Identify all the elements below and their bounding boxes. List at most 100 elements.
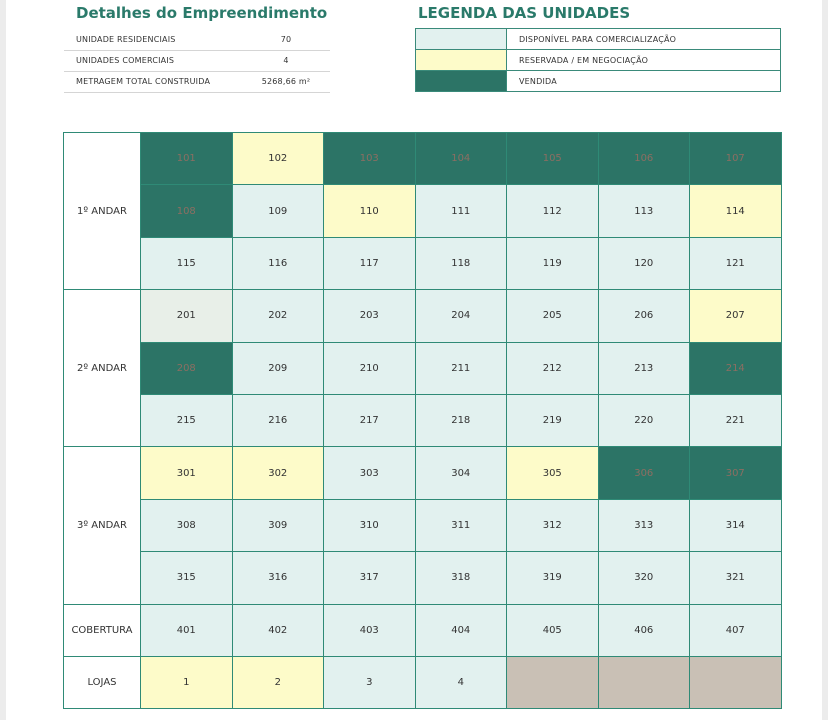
grid-row: 115 116 117 118 119 120 121 <box>64 236 782 291</box>
unit-cell: 110 <box>323 184 416 238</box>
unit-cell: 304 <box>414 446 507 500</box>
unit-cell: 215 <box>140 393 233 448</box>
unit-cell: 216 <box>231 393 324 448</box>
unit-cell: 317 <box>323 551 416 605</box>
unit-cell: 105 <box>506 131 599 186</box>
unit-cell: 321 <box>689 551 782 605</box>
empty-cell <box>689 655 782 710</box>
grid-row: 108 109 110 111 112 113 114 <box>64 184 782 238</box>
unit-cell: 213 <box>597 341 690 395</box>
unit-cell: 205 <box>506 289 599 343</box>
unit-cell: 310 <box>323 498 416 553</box>
unit-cell: 204 <box>414 289 507 343</box>
unit-cell: 1 <box>140 655 233 710</box>
unit-cell: 404 <box>414 603 507 657</box>
details-row: UNIDADES COMERCIAIS 4 <box>64 50 330 72</box>
unit-cell: 211 <box>414 341 507 395</box>
grid-row: 2º ANDAR 201 202 203 204 205 206 207 <box>63 289 782 448</box>
grid-row: 208 209 210 211 212 213 214 <box>64 341 782 395</box>
legend-swatch-reserved <box>415 49 507 71</box>
legend-row: DISPONÍVEL PARA COMERCIALIZAÇÃO <box>415 28 781 50</box>
details-value: 70 <box>242 29 330 51</box>
unit-cell: 403 <box>323 603 416 657</box>
grid-row: 1º ANDAR 101 102 103 104 105 106 107 <box>63 131 782 291</box>
details-value: 4 <box>242 50 330 72</box>
unit-cell: 402 <box>231 603 324 657</box>
floor-label: COBERTURA <box>63 603 141 657</box>
unit-cell: 109 <box>231 184 324 238</box>
legend-label: RESERVADA / EM NEGOCIAÇÃO <box>506 49 781 71</box>
unit-cell: 218 <box>414 393 507 448</box>
unit-cell: 217 <box>323 393 416 448</box>
unit-cell: 208 <box>140 341 233 395</box>
grid-row: COBERTURA 401 402 403 404 405 406 407 <box>63 603 782 657</box>
unit-cell: 111 <box>414 184 507 238</box>
unit-cell: 101 <box>140 131 233 186</box>
unit-cell: 309 <box>231 498 324 553</box>
details-table: UNIDADE RESIDENCIAIS 70 UNIDADES COMERCI… <box>64 29 330 93</box>
unit-cell: 104 <box>414 131 507 186</box>
unit-cell: 406 <box>597 603 690 657</box>
details-value: 5268,66 m² <box>242 71 330 93</box>
unit-cell: 3 <box>323 655 416 710</box>
unit-cell: 114 <box>689 184 782 238</box>
units-grid: 1º ANDAR 101 102 103 104 105 106 107 108 109 110 11… <box>63 131 782 710</box>
unit-cell: 318 <box>414 551 507 605</box>
floor-label: 1º ANDAR <box>63 131 141 291</box>
unit-cell: 407 <box>689 603 782 657</box>
unit-cell: 117 <box>323 236 416 291</box>
unit-cell: 314 <box>689 498 782 553</box>
grid-row: 3º ANDAR 301 302 303 304 305 306 307 <box>63 446 782 605</box>
floor-label: LOJAS <box>63 655 141 710</box>
unit-cell: 219 <box>506 393 599 448</box>
unit-cell: 220 <box>597 393 690 448</box>
document-page: Detalhes do Empreendimento UNIDADE RESID… <box>6 0 822 720</box>
unit-cell: 4 <box>414 655 507 710</box>
unit-cell: 214 <box>689 341 782 395</box>
grid-row: LOJAS 1 2 3 4 <box>63 655 782 710</box>
details-label: UNIDADE RESIDENCIAIS <box>64 29 242 51</box>
unit-cell: 221 <box>689 393 782 448</box>
empty-cell <box>506 655 599 710</box>
unit-cell: 102 <box>231 131 324 186</box>
unit-cell: 112 <box>506 184 599 238</box>
grid-row: 215 216 217 218 219 220 221 <box>64 393 782 448</box>
legend-swatch-sold <box>415 70 507 92</box>
unit-cell: 103 <box>323 131 416 186</box>
legend-title: LEGENDA DAS UNIDADES <box>418 4 631 22</box>
unit-cell: 315 <box>140 551 233 605</box>
unit-cell: 401 <box>140 603 233 657</box>
unit-cell: 2 <box>231 655 324 710</box>
unit-cell: 113 <box>597 184 690 238</box>
unit-cell: 209 <box>231 341 324 395</box>
legend-row: RESERVADA / EM NEGOCIAÇÃO <box>415 49 781 71</box>
unit-cell: 202 <box>231 289 324 343</box>
legend-table: DISPONÍVEL PARA COMERCIALIZAÇÃO RESERVAD… <box>415 28 781 92</box>
unit-cell: 108 <box>140 184 233 238</box>
unit-cell: 308 <box>140 498 233 553</box>
unit-cell: 106 <box>597 131 690 186</box>
unit-cell: 107 <box>689 131 782 186</box>
unit-cell: 119 <box>506 236 599 291</box>
floor-label: 3º ANDAR <box>63 446 141 605</box>
details-label: METRAGEM TOTAL CONSTRUIDA <box>64 71 242 93</box>
unit-cell: 313 <box>597 498 690 553</box>
unit-cell: 301 <box>140 446 233 500</box>
unit-cell: 116 <box>231 236 324 291</box>
legend-row: VENDIDA <box>415 70 781 92</box>
unit-cell: 212 <box>506 341 599 395</box>
unit-cell: 405 <box>506 603 599 657</box>
details-title: Detalhes do Empreendimento <box>76 4 328 22</box>
details-label: UNIDADES COMERCIAIS <box>64 50 242 72</box>
unit-cell: 303 <box>323 446 416 500</box>
grid-row: 315 316 317 318 319 320 321 <box>64 551 782 605</box>
unit-cell: 115 <box>140 236 233 291</box>
unit-cell: 306 <box>597 446 690 500</box>
grid-row: 308 309 310 311 312 313 314 <box>64 498 782 553</box>
unit-cell: 302 <box>231 446 324 500</box>
unit-cell: 118 <box>414 236 507 291</box>
unit-cell: 319 <box>506 551 599 605</box>
unit-cell: 312 <box>506 498 599 553</box>
legend-swatch-available <box>415 28 507 50</box>
unit-cell: 316 <box>231 551 324 605</box>
